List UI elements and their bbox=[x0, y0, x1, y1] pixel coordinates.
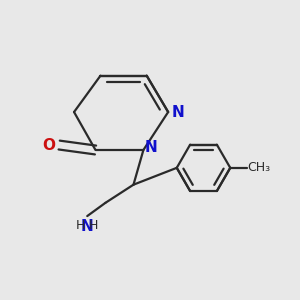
Text: CH₃: CH₃ bbox=[248, 161, 271, 174]
Text: H: H bbox=[89, 219, 98, 232]
Text: N: N bbox=[145, 140, 158, 155]
Text: O: O bbox=[43, 137, 56, 152]
Text: N: N bbox=[172, 104, 184, 119]
Text: N: N bbox=[81, 219, 94, 234]
Text: H: H bbox=[76, 219, 86, 232]
